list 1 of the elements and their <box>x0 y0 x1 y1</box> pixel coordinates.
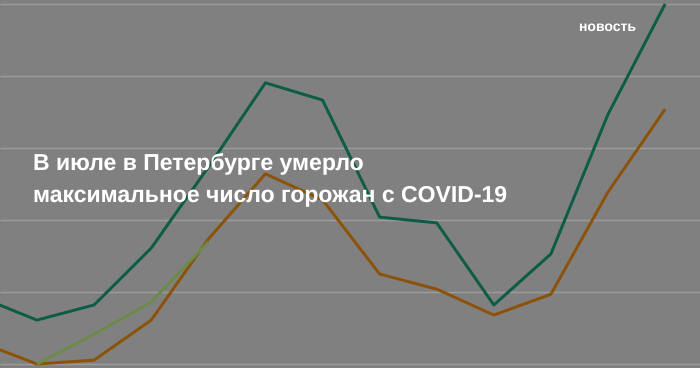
annotation: новость <box>578 18 636 34</box>
